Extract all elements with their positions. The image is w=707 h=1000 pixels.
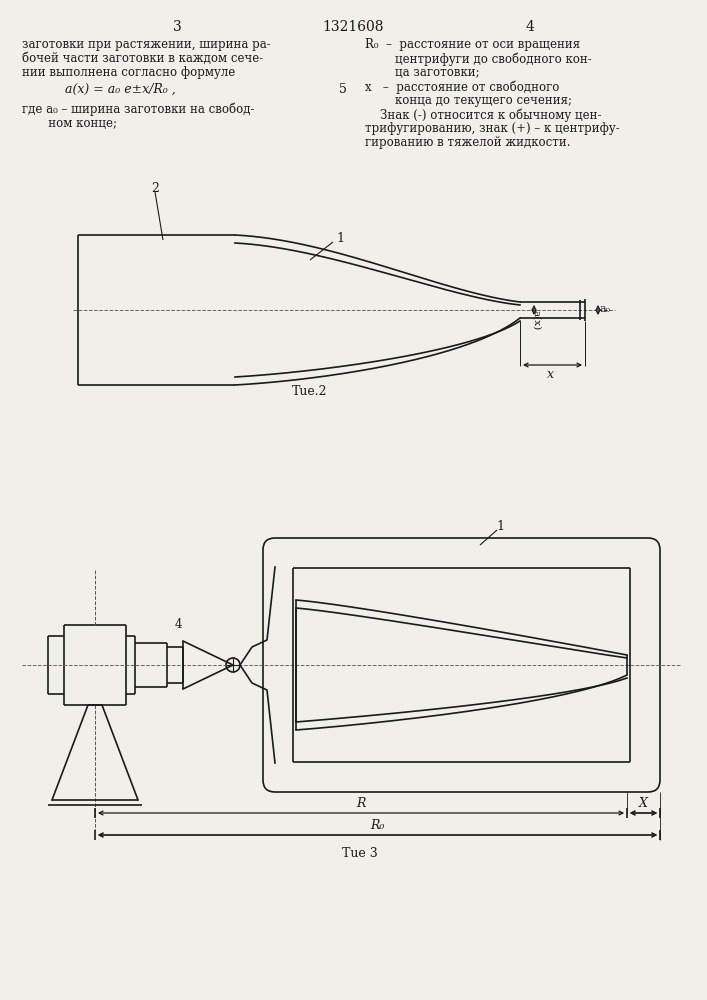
Text: 3: 3 bbox=[173, 20, 182, 34]
Text: центрифуги до свободного кон-: центрифуги до свободного кон- bbox=[365, 52, 592, 66]
Text: a(x): a(x) bbox=[532, 310, 540, 330]
Text: R₀  –  расстояние от оси вращения: R₀ – расстояние от оси вращения bbox=[365, 38, 580, 51]
Text: Знак (-) относится к обычному цен-: Знак (-) относится к обычному цен- bbox=[365, 108, 602, 121]
Text: ном конце;: ном конце; bbox=[22, 117, 117, 130]
Text: 1321608: 1321608 bbox=[322, 20, 384, 34]
Text: трифугированию, знак (+) – к центрифу-: трифугированию, знак (+) – к центрифу- bbox=[365, 122, 620, 135]
Text: X: X bbox=[639, 797, 648, 810]
Text: x   –  расстояние от свободного: x – расстояние от свободного bbox=[365, 80, 559, 94]
Text: 2: 2 bbox=[151, 182, 159, 194]
Text: 1: 1 bbox=[336, 232, 344, 244]
Text: x: x bbox=[547, 368, 554, 381]
Text: R: R bbox=[356, 797, 366, 810]
Text: R₀: R₀ bbox=[370, 819, 385, 832]
Text: Τue.2: Τue.2 bbox=[292, 385, 328, 398]
Text: a(x) = a₀ e±x/R₀ ,: a(x) = a₀ e±x/R₀ , bbox=[65, 83, 176, 96]
Text: бочей части заготовки в каждом сече-: бочей части заготовки в каждом сече- bbox=[22, 52, 263, 65]
Text: 4: 4 bbox=[525, 20, 534, 34]
Text: нии выполнена согласно формуле: нии выполнена согласно формуле bbox=[22, 66, 235, 79]
Text: 5: 5 bbox=[339, 83, 347, 96]
Text: гированию в тяжелой жидкости.: гированию в тяжелой жидкости. bbox=[365, 136, 571, 149]
Text: 4: 4 bbox=[174, 618, 182, 632]
Text: ца заготовки;: ца заготовки; bbox=[365, 66, 479, 79]
Text: a₀: a₀ bbox=[600, 304, 611, 314]
Text: 1: 1 bbox=[496, 520, 504, 534]
Text: конца до текущего сечения;: конца до текущего сечения; bbox=[365, 94, 572, 107]
Text: где a₀ – ширина заготовки на свобод-: где a₀ – ширина заготовки на свобод- bbox=[22, 103, 255, 116]
Text: Τue 3: Τue 3 bbox=[342, 847, 378, 860]
Text: заготовки при растяжении, ширина ра-: заготовки при растяжении, ширина ра- bbox=[22, 38, 271, 51]
